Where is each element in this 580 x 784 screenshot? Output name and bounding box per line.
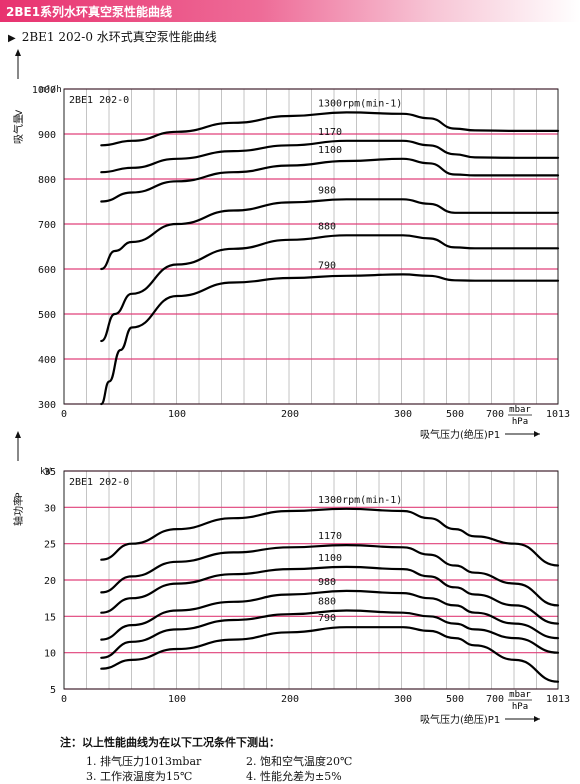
y-unit: m³/h bbox=[40, 85, 62, 95]
notes-intro: 注：以上性能曲线为在以下工况条件下测出： bbox=[60, 736, 280, 749]
y-tick-label: 500 bbox=[38, 310, 56, 321]
series-label: 1170 bbox=[318, 531, 342, 542]
y-axis-label: 轴功率 bbox=[12, 496, 25, 526]
series-line bbox=[100, 234, 560, 343]
x-tick-label: 300 bbox=[394, 409, 412, 420]
x-tick-label: 700 bbox=[486, 409, 504, 420]
x-tick-label: 0 bbox=[61, 409, 67, 420]
x-tick-label: 200 bbox=[281, 694, 299, 705]
y-axis-symbol: V bbox=[15, 109, 25, 116]
y-axis-arrow-head bbox=[15, 49, 21, 56]
x-tick-label: 1013 bbox=[546, 694, 570, 705]
x-axis-label: 吸气压力(绝压)P1 bbox=[420, 713, 500, 726]
x-unit-bottom: hPa bbox=[512, 702, 528, 712]
x-unit-top: mbar bbox=[509, 405, 531, 415]
note-item: 2. 饱和空气温度20℃ bbox=[246, 755, 353, 768]
x-tick-label: 500 bbox=[446, 409, 464, 420]
y-axis-arrow-head bbox=[15, 431, 21, 438]
plot-frame bbox=[63, 88, 559, 405]
play-triangle-icon: ▶ bbox=[8, 33, 16, 44]
series-label: 1300rpm(min-1) bbox=[318, 98, 402, 109]
y-tick-label: 400 bbox=[38, 355, 56, 366]
series-line bbox=[100, 626, 560, 683]
series-label: 1100 bbox=[318, 145, 342, 156]
x-unit-top: mbar bbox=[509, 690, 531, 700]
series-line bbox=[100, 543, 560, 607]
x-tick-label: 1013 bbox=[546, 409, 570, 420]
series-label: 790 bbox=[318, 613, 336, 624]
x-axis-arrow-head bbox=[534, 716, 540, 722]
series-label: 1300rpm(min-1) bbox=[318, 495, 402, 506]
x-axis-label: 吸气压力(绝压)P1 bbox=[420, 428, 500, 441]
header-title: 2BE1系列水环真空泵性能曲线 bbox=[6, 5, 173, 19]
series-line bbox=[100, 157, 560, 203]
series-label: 1170 bbox=[318, 127, 342, 138]
series-line bbox=[100, 507, 560, 567]
series-line bbox=[100, 198, 560, 271]
y-tick-label: 1000 bbox=[32, 85, 56, 96]
y-tick-label: 20 bbox=[44, 576, 56, 587]
y-tick-label: 35 bbox=[44, 467, 56, 478]
series-label: 980 bbox=[318, 577, 336, 588]
y-tick-label: 15 bbox=[44, 612, 56, 623]
note-item: 3. 工作液温度为15℃ bbox=[86, 770, 193, 783]
x-tick-label: 300 bbox=[394, 694, 412, 705]
y-axis-symbol: P bbox=[15, 492, 25, 498]
x-unit-bottom: hPa bbox=[512, 417, 528, 427]
series-label: 980 bbox=[318, 185, 336, 196]
y-tick-label: 800 bbox=[38, 175, 56, 186]
subtitle: ▶ 2BE1 202-0 水环式真空泵性能曲线 bbox=[8, 28, 217, 45]
series-line bbox=[100, 565, 560, 625]
x-axis-arrow-head bbox=[534, 431, 540, 437]
series-label: 1100 bbox=[318, 553, 342, 564]
subtitle-text: 2BE1 202-0 水环式真空泵性能曲线 bbox=[21, 30, 217, 44]
x-tick-label: 0 bbox=[61, 694, 67, 705]
x-tick-label: 500 bbox=[446, 694, 464, 705]
y-tick-label: 900 bbox=[38, 130, 56, 141]
series-label: 790 bbox=[318, 260, 336, 271]
y-axis-label: 吸气量 bbox=[12, 114, 25, 144]
series-line bbox=[100, 273, 560, 406]
x-tick-label: 100 bbox=[168, 409, 186, 420]
x-tick-label: 200 bbox=[281, 409, 299, 420]
series-line bbox=[100, 589, 560, 641]
series-line bbox=[100, 609, 560, 659]
x-tick-label: 700 bbox=[486, 694, 504, 705]
y-tick-label: 30 bbox=[44, 503, 56, 514]
series-label: 880 bbox=[318, 597, 336, 608]
chart-title: 2BE1 202-0 bbox=[69, 95, 129, 106]
y-tick-label: 600 bbox=[38, 265, 56, 276]
note-item: 4. 性能允差为±5% bbox=[246, 770, 342, 783]
y-tick-label: 700 bbox=[38, 220, 56, 231]
note-item: 1. 排气压力1013mbar bbox=[86, 755, 202, 768]
chart-title: 2BE1 202-0 bbox=[69, 477, 129, 488]
series-label: 880 bbox=[318, 221, 336, 232]
y-tick-label: 25 bbox=[44, 540, 56, 551]
series-line bbox=[100, 111, 560, 147]
y-unit: kW bbox=[40, 467, 51, 477]
header-bar: 2BE1系列水环真空泵性能曲线 bbox=[0, 0, 580, 22]
y-tick-label: 300 bbox=[38, 400, 56, 411]
plot-frame bbox=[63, 470, 559, 690]
x-tick-label: 100 bbox=[168, 694, 186, 705]
y-tick-label: 5 bbox=[50, 685, 56, 696]
series-line bbox=[100, 139, 560, 174]
y-tick-label: 10 bbox=[44, 649, 56, 660]
